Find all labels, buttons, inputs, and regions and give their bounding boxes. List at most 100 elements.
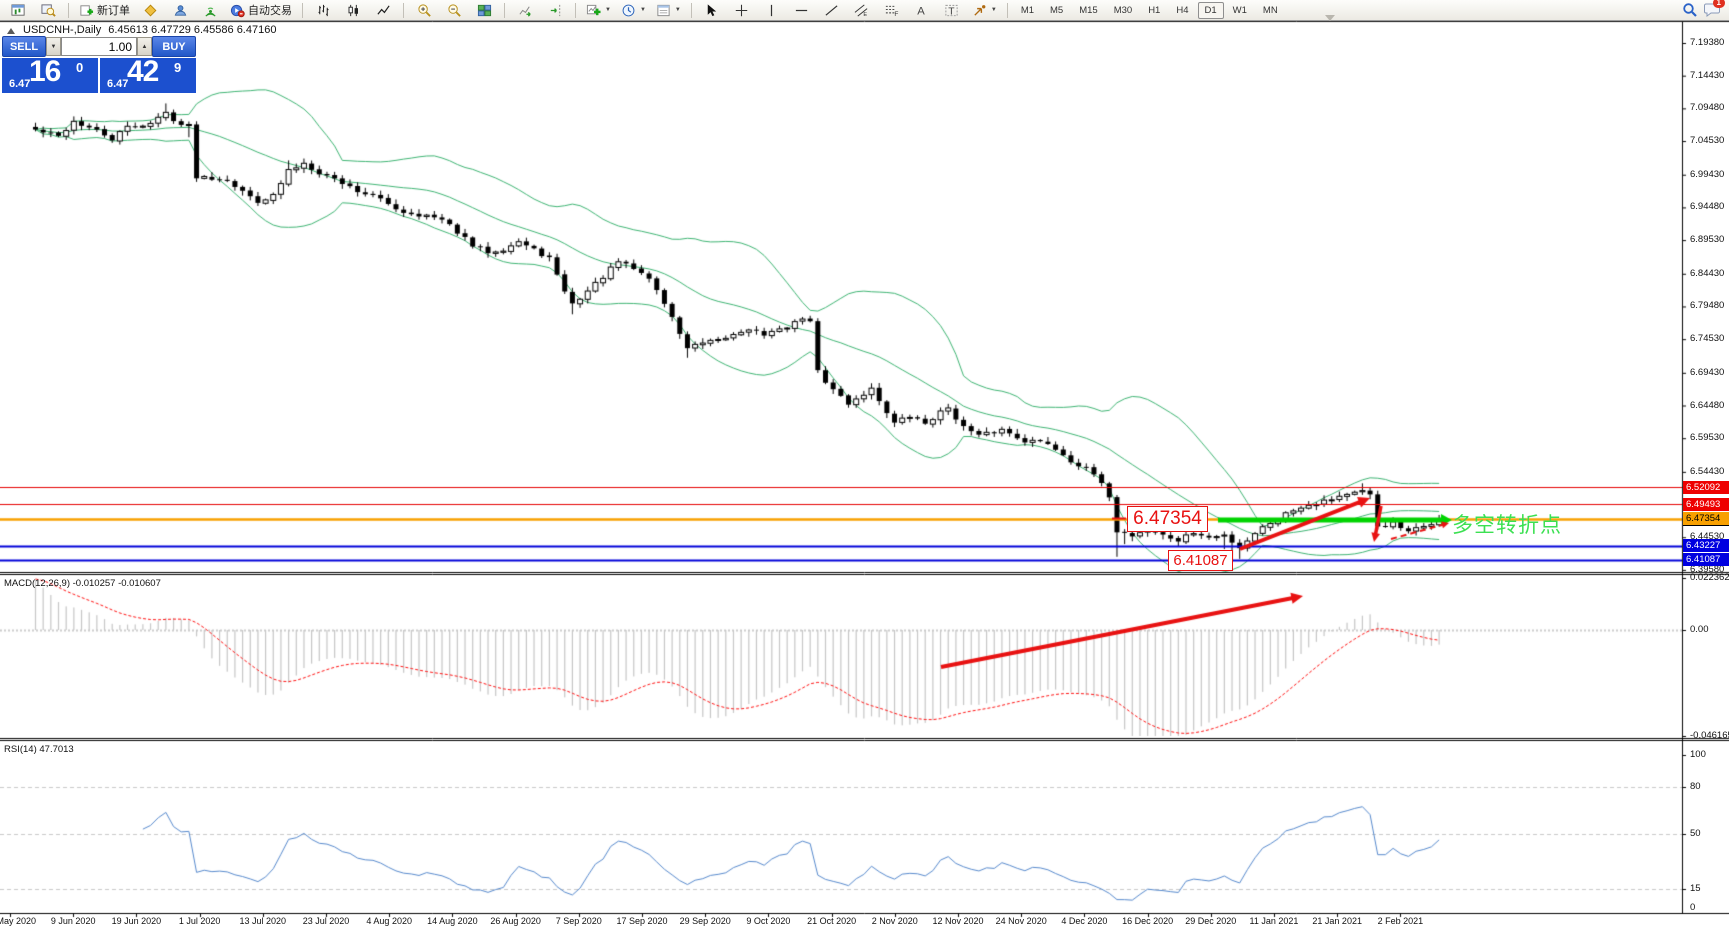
new-chart-button[interactable]: [4, 0, 32, 20]
text-button[interactable]: A: [908, 0, 936, 20]
zoom-in-button[interactable]: [410, 0, 438, 20]
candlestick-chart-button[interactable]: [339, 0, 367, 20]
sell-price-big: 16: [29, 55, 61, 88]
indicators-icon: [586, 4, 601, 15]
toolbar-separator: [504, 2, 505, 18]
toolbar-separator: [302, 2, 303, 18]
candlestick-chart-icon: [348, 4, 358, 16]
chart-profiles-button[interactable]: [34, 0, 62, 20]
volume-down-button[interactable]: ▼: [46, 37, 61, 56]
timeframe-M15[interactable]: M15: [1072, 2, 1104, 19]
auto-scroll-icon: [518, 5, 531, 17]
toolbar-separator: [403, 2, 404, 18]
text-icon: A: [918, 5, 926, 17]
autotrading-button[interactable]: 自动交易: [226, 0, 296, 20]
svg-text:E: E: [864, 12, 868, 18]
vertical-line-icon: [771, 4, 773, 16]
metaeditor-button[interactable]: [136, 0, 164, 20]
buy-price-sup: 9: [174, 60, 182, 75]
window-grip-icon[interactable]: [1325, 15, 1335, 21]
timeframe-M30[interactable]: M30: [1107, 2, 1139, 19]
new-order-label: 新订单: [97, 5, 130, 17]
periods-button[interactable]: ▼: [617, 0, 650, 20]
timeframe-H1[interactable]: H1: [1141, 2, 1167, 19]
chart-title-icon: [7, 28, 15, 34]
notification-badge: 1: [1712, 0, 1725, 8]
toolbar-separator: [1006, 2, 1008, 18]
templates-caret-icon: ▼: [674, 7, 681, 13]
turning-point-annotation[interactable]: 多空转折点: [1452, 514, 1562, 537]
equidistant-channel-button[interactable]: E: [848, 0, 876, 20]
line-chart-icon: [376, 4, 390, 15]
periods-caret-icon: ▼: [639, 7, 646, 13]
auto-scroll-button[interactable]: [511, 0, 539, 20]
line-chart-button[interactable]: [369, 0, 397, 20]
timeframe-M5[interactable]: M5: [1043, 2, 1070, 19]
arrows-caret-icon: ▼: [990, 7, 997, 13]
support-price-box[interactable]: 6.41087: [1168, 550, 1233, 571]
buy-button[interactable]: BUY: [152, 36, 196, 57]
autotrading-icon: [230, 4, 245, 17]
resistance-price-box[interactable]: 6.47354: [1127, 506, 1208, 532]
templates-button[interactable]: ▼: [652, 0, 685, 20]
chart-shift-button[interactable]: [541, 0, 569, 20]
timeframe-MN[interactable]: MN: [1256, 2, 1285, 19]
arrows-button[interactable]: ▼: [968, 0, 1001, 20]
metaeditor-icon: [144, 4, 156, 16]
fibonacci-icon: F: [886, 5, 899, 18]
ohlc-values: 6.45613 6.47729 6.45586 6.47160: [108, 24, 277, 36]
one-click-trading-panel: SELL ▼ ▲ BUY 6.47 16 0 6.47 42 9: [2, 36, 196, 93]
horizontal-line-button[interactable]: [788, 0, 816, 20]
timeframe-D1[interactable]: D1: [1197, 1, 1224, 19]
trendline-button[interactable]: [818, 0, 846, 20]
sell-price-sup: 0: [76, 60, 84, 75]
text-label-button[interactable]: T: [938, 0, 966, 20]
crosshair-button[interactable]: [728, 0, 756, 20]
indicators-button[interactable]: ▼: [582, 0, 615, 20]
buy-price-prefix: 6.47: [107, 78, 129, 90]
chat-button[interactable]: 1: [1704, 0, 1725, 20]
fibonacci-button[interactable]: F: [878, 0, 906, 20]
main-toolbar: 新订单 自动交易: [0, 0, 1729, 21]
community-button[interactable]: [166, 0, 194, 20]
buy-price[interactable]: 6.47 42 9: [100, 55, 196, 93]
volume-input[interactable]: [61, 37, 137, 56]
indicators-caret-icon: ▼: [605, 7, 611, 13]
buy-price-big: 42: [127, 55, 159, 88]
cursor-icon: [708, 3, 717, 16]
svg-text:A: A: [918, 5, 926, 17]
text-label-icon: T: [945, 4, 958, 17]
timeframe-M1[interactable]: M1: [1014, 2, 1041, 19]
signals-icon: [204, 7, 216, 17]
autotrading-label: 自动交易: [248, 5, 292, 17]
cursor-button[interactable]: [698, 0, 726, 20]
timeframe-W1[interactable]: W1: [1226, 2, 1254, 19]
sell-price-prefix: 6.47: [9, 78, 31, 90]
equidistant-channel-icon: E: [855, 4, 868, 18]
tile-windows-icon: [477, 4, 491, 16]
svg-text:T: T: [949, 6, 956, 17]
timeframe-H4[interactable]: H4: [1169, 2, 1195, 19]
trade-controls-row: SELL ▼ ▲ BUY: [2, 36, 196, 57]
templates-icon: [657, 4, 670, 16]
sell-button[interactable]: SELL: [2, 36, 46, 57]
zoom-out-button[interactable]: [440, 0, 468, 20]
chart-title: USDCNH-,Daily 6.45613 6.47729 6.45586 6.…: [6, 24, 276, 36]
tile-windows-button[interactable]: [470, 0, 498, 20]
bar-chart-button[interactable]: [309, 0, 337, 20]
search-icon[interactable]: [1682, 2, 1698, 18]
symbol-period-label: USDCNH-,Daily: [23, 24, 102, 36]
crosshair-icon: [736, 4, 748, 16]
new-order-button[interactable]: 新订单: [75, 0, 134, 20]
volume-up-button[interactable]: ▲: [137, 37, 152, 56]
svg-text:F: F: [895, 11, 899, 18]
vertical-line-button[interactable]: [758, 0, 786, 20]
new-order-icon: [80, 4, 94, 16]
trendline-icon: [825, 4, 838, 16]
sell-price[interactable]: 6.47 16 0: [2, 55, 100, 93]
signals-button[interactable]: [196, 0, 224, 20]
toolbar-separator: [68, 2, 69, 18]
arrows-icon: [974, 4, 986, 16]
